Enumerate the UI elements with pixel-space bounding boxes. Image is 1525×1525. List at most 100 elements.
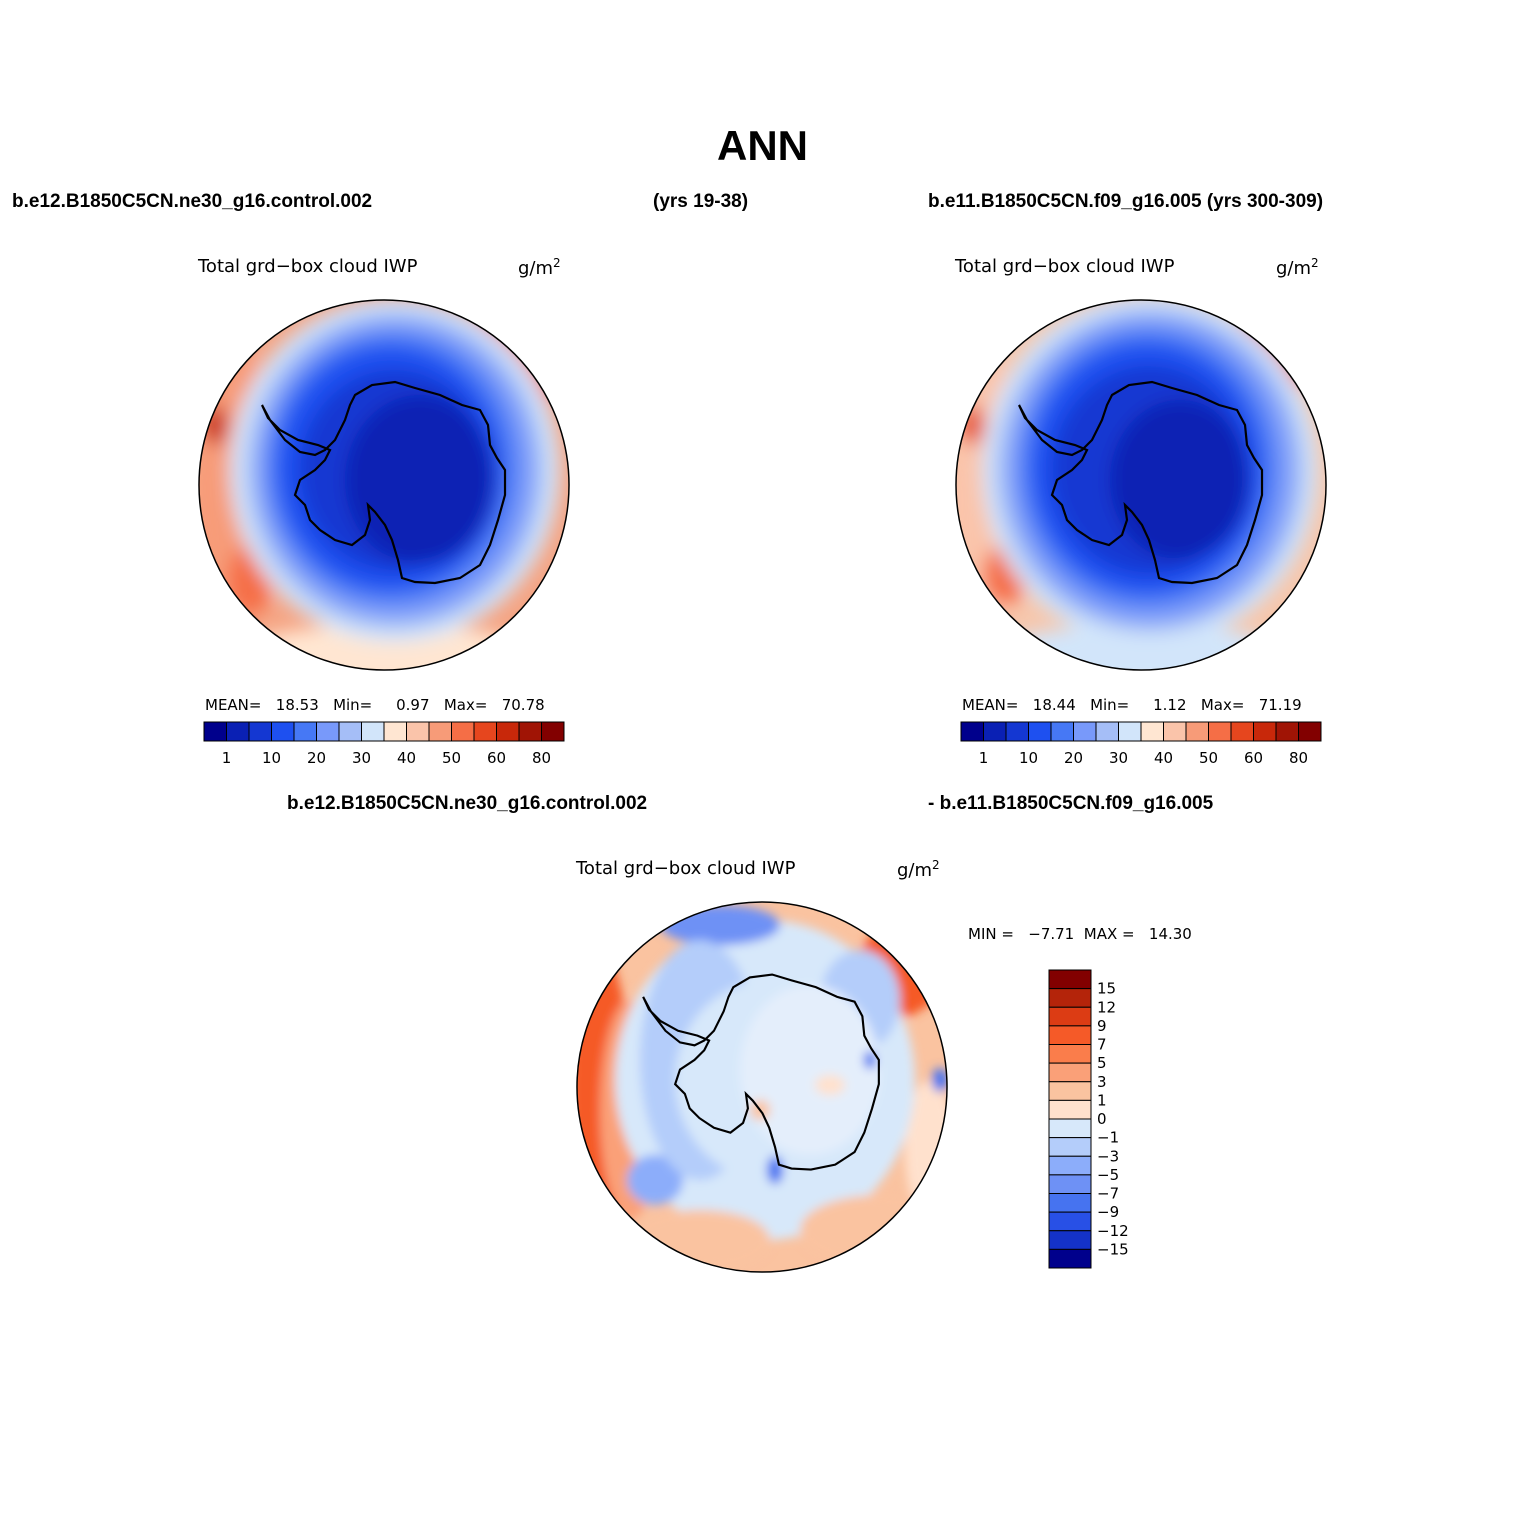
panel2-map-border — [955, 299, 1327, 671]
diff-colorbar-tick-label: −9 — [1097, 1203, 1119, 1221]
diff-map-border — [576, 901, 948, 1273]
panel1-colorbar-tick-label: 1 — [222, 749, 232, 767]
panel1-map — [199, 300, 569, 670]
diff-colorbar-tick-label: −15 — [1097, 1240, 1129, 1258]
diff-colorbar-swatch — [1048, 1118, 1092, 1139]
diff-colorbar-swatch — [1048, 1155, 1092, 1176]
diff-colorbar-swatch — [1048, 1174, 1092, 1194]
diff-colorbar-swatch — [1048, 1081, 1092, 1101]
diff-map — [577, 902, 947, 1272]
panel1-colorbar-swatch — [203, 721, 227, 742]
panel1-colorbar-tick-label: 50 — [442, 749, 461, 767]
panel2-colorbar-swatch — [1230, 721, 1254, 742]
diff-colorbar-tick-label: 1 — [1097, 1091, 1107, 1109]
panel2-colorbar-swatch — [1028, 721, 1052, 742]
diff-colorbar-swatch — [1048, 1211, 1092, 1232]
diff-colorbar-tick-label: 15 — [1097, 980, 1116, 998]
panel2-colorbar-tick-label: 40 — [1154, 749, 1173, 767]
panel1-colorbar-swatch — [293, 721, 317, 742]
diff-colorbar-swatch — [1048, 988, 1092, 1008]
years1-label: (yrs 19-38) — [653, 191, 749, 212]
panel2-colorbar-swatch — [983, 721, 1007, 742]
panel2-colorbar-tick-label: 20 — [1064, 749, 1083, 767]
diff-colorbar-tick-label: 5 — [1097, 1054, 1107, 1072]
diff-colorbar-tick-label: 0 — [1097, 1110, 1107, 1128]
diff-colorbar-tick-label: −3 — [1097, 1147, 1119, 1165]
panel1-colorbar-swatch — [473, 721, 497, 742]
panel2-colorbar-tick-label: 10 — [1019, 749, 1038, 767]
panel1-colorbar-swatch — [226, 721, 250, 742]
diff-units: g/m2 — [897, 858, 940, 881]
panel2-coastline — [1018, 380, 1264, 585]
diff-colorbar-swatch — [1048, 1025, 1092, 1045]
diff-colorbar-tick-label: 3 — [1097, 1073, 1107, 1091]
diff-colorbar-tick-label: −5 — [1097, 1166, 1119, 1184]
panel1-units: g/m2 — [518, 256, 561, 279]
diff-colorbar-swatch — [1048, 1193, 1092, 1213]
panel2-map — [956, 300, 1326, 670]
main-title: ANN — [717, 122, 808, 169]
diff-case-b: - b.e11.B1850C5CN.f09_g16.005 — [928, 793, 1214, 814]
panel2-colorbar-swatch — [1140, 721, 1164, 742]
panel2-colorbar-swatch — [1185, 721, 1209, 742]
panel1-colorbar-swatch — [271, 721, 295, 742]
panel2-colorbar-swatch — [1095, 721, 1119, 742]
panel2-colorbar-swatch — [1275, 721, 1299, 742]
diff-colorbar-tick-label: 12 — [1097, 998, 1116, 1016]
diff-colorbar-tick-label: −1 — [1097, 1129, 1119, 1147]
diff-colorbar-tick-label: −7 — [1097, 1185, 1119, 1203]
panel1-colorbar-swatch — [541, 721, 565, 742]
panel2-colorbar-swatch — [1005, 721, 1029, 742]
panel1-colorbar-tick-label: 80 — [532, 749, 551, 767]
panel1-colorbar-swatch — [316, 721, 340, 742]
diff-colorbar-swatch — [1048, 1006, 1092, 1027]
diff-colorbar-swatch — [1048, 1099, 1092, 1120]
panel1-colorbar-swatch — [338, 721, 362, 742]
panel2-colorbar-swatch — [960, 721, 984, 742]
panel2-colorbar-swatch — [1163, 721, 1187, 742]
diff-colorbar-swatch — [1048, 1044, 1092, 1064]
panel1-colorbar-tick-label: 40 — [397, 749, 416, 767]
panel2-colorbar-tick-label: 1 — [979, 749, 989, 767]
panel1-map-border — [198, 299, 570, 671]
panel2-colorbar-tick-label: 80 — [1289, 749, 1308, 767]
panel2-colorbar-tick-label: 50 — [1199, 749, 1218, 767]
panel1-colorbar-tick-label: 60 — [487, 749, 506, 767]
panel1-colorbar-tick-label: 20 — [307, 749, 326, 767]
panel1-colorbar-swatch — [451, 721, 475, 742]
panel1-colorbar-swatch — [406, 721, 430, 742]
panel2-colorbar-swatch — [1253, 721, 1277, 742]
panel1-stats: MEAN= 18.53 Min= 0.97 Max= 70.78 — [205, 696, 545, 714]
panel2-colorbar-swatch — [1298, 721, 1322, 742]
diff-colorbar-swatch — [1048, 1137, 1092, 1157]
diff-variable-title: Total grd−box cloud IWP — [576, 858, 796, 879]
panel2-colorbar-swatch — [1073, 721, 1097, 742]
panel1-colorbar-swatch — [383, 721, 407, 742]
diff-colorbar-swatch — [1048, 1248, 1092, 1269]
diff-stats: MIN = −7.71 MAX = 14.30 — [968, 925, 1192, 943]
panel1-colorbar-swatch — [248, 721, 272, 742]
panel1-colorbar-swatch — [518, 721, 542, 742]
diff-colorbar-swatch — [1048, 969, 1092, 990]
panel1-colorbar-tick-label: 30 — [352, 749, 371, 767]
panel1-coastline — [261, 380, 507, 585]
panel1-colorbar-swatch — [428, 721, 452, 742]
diff-colorbar-tick-label: −12 — [1097, 1222, 1129, 1240]
diff-colorbar-swatch — [1048, 1230, 1092, 1250]
panel2-colorbar-swatch — [1050, 721, 1074, 742]
diff-colorbar-swatch — [1048, 1062, 1092, 1083]
panel1-variable-title: Total grd−box cloud IWP — [198, 256, 418, 277]
panel1-colorbar-swatch — [496, 721, 520, 742]
panel2-colorbar-swatch — [1118, 721, 1142, 742]
panel2-colorbar-swatch — [1208, 721, 1232, 742]
panel2-variable-title: Total grd−box cloud IWP — [955, 256, 1175, 277]
panel2-colorbar-tick-label: 30 — [1109, 749, 1128, 767]
panel1-colorbar-swatch — [361, 721, 385, 742]
panel1-colorbar: 1 10 20 30 40 50 60 80 — [203, 721, 565, 767]
panel2-colorbar: 1 10 20 30 40 50 60 80 — [960, 721, 1322, 767]
diff-case-a: b.e12.B1850C5CN.ne30_g16.control.002 — [287, 793, 648, 814]
case1-label: b.e12.B1850C5CN.ne30_g16.control.002 — [12, 191, 373, 212]
panel2-units: g/m2 — [1276, 256, 1319, 279]
